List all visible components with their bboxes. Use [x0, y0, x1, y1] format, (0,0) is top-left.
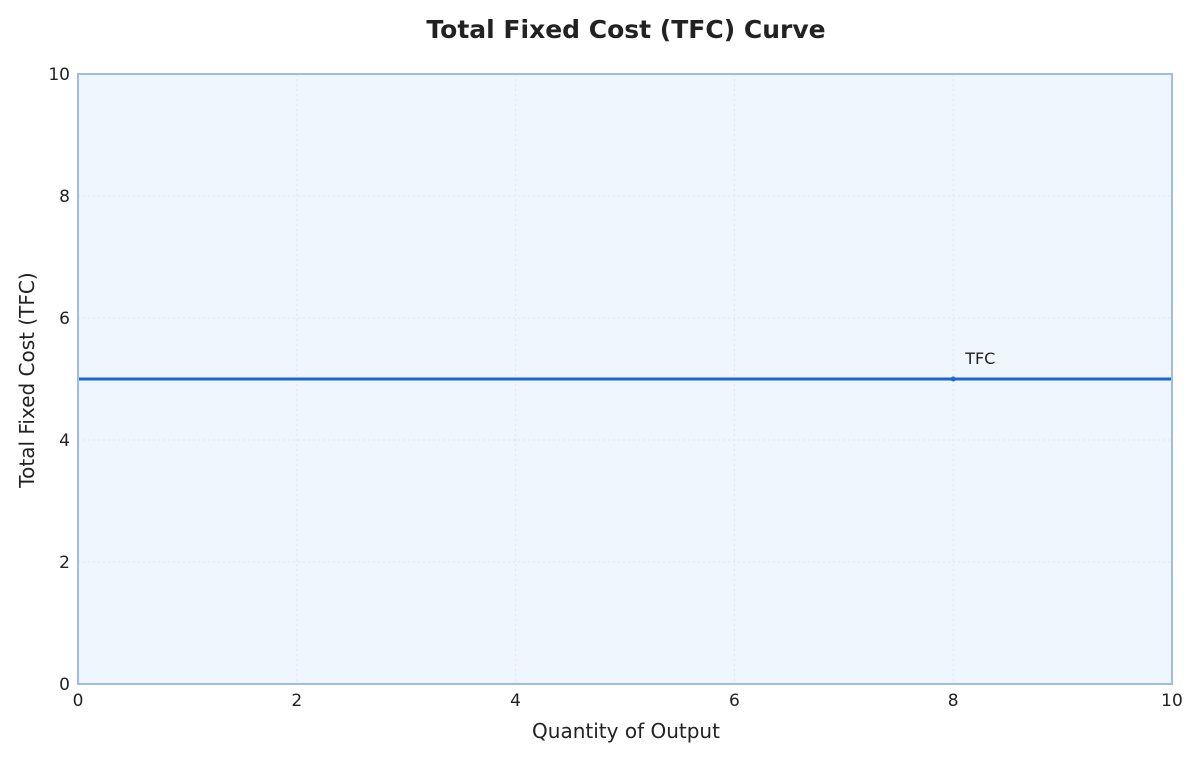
x-tick-label: 0 — [73, 691, 84, 711]
y-axis-label: Total Fixed Cost (TFC) — [15, 272, 39, 488]
y-tick-label: 0 — [59, 675, 70, 695]
tfc-series-label: TFC — [964, 349, 995, 368]
y-tick-label: 6 — [59, 309, 70, 329]
y-axis: 0 2 4 6 8 10 — [48, 65, 70, 695]
x-axis: 0 2 4 6 8 10 — [73, 691, 1183, 711]
x-tick-label: 8 — [948, 691, 959, 711]
y-tick-label: 4 — [59, 431, 70, 451]
y-tick-label: 8 — [59, 187, 70, 207]
x-tick-label: 2 — [291, 691, 302, 711]
series-layer: TFC — [78, 349, 1172, 382]
y-tick-label: 10 — [48, 65, 70, 85]
chart-title: Total Fixed Cost (TFC) Curve — [426, 15, 825, 44]
x-tick-label: 4 — [510, 691, 521, 711]
x-tick-label: 10 — [1161, 691, 1183, 711]
y-tick-label: 2 — [59, 553, 70, 573]
x-tick-label: 6 — [729, 691, 740, 711]
plot-border — [77, 73, 1173, 685]
x-axis-label: Quantity of Output — [532, 719, 720, 743]
tfc-label-point — [950, 376, 956, 382]
